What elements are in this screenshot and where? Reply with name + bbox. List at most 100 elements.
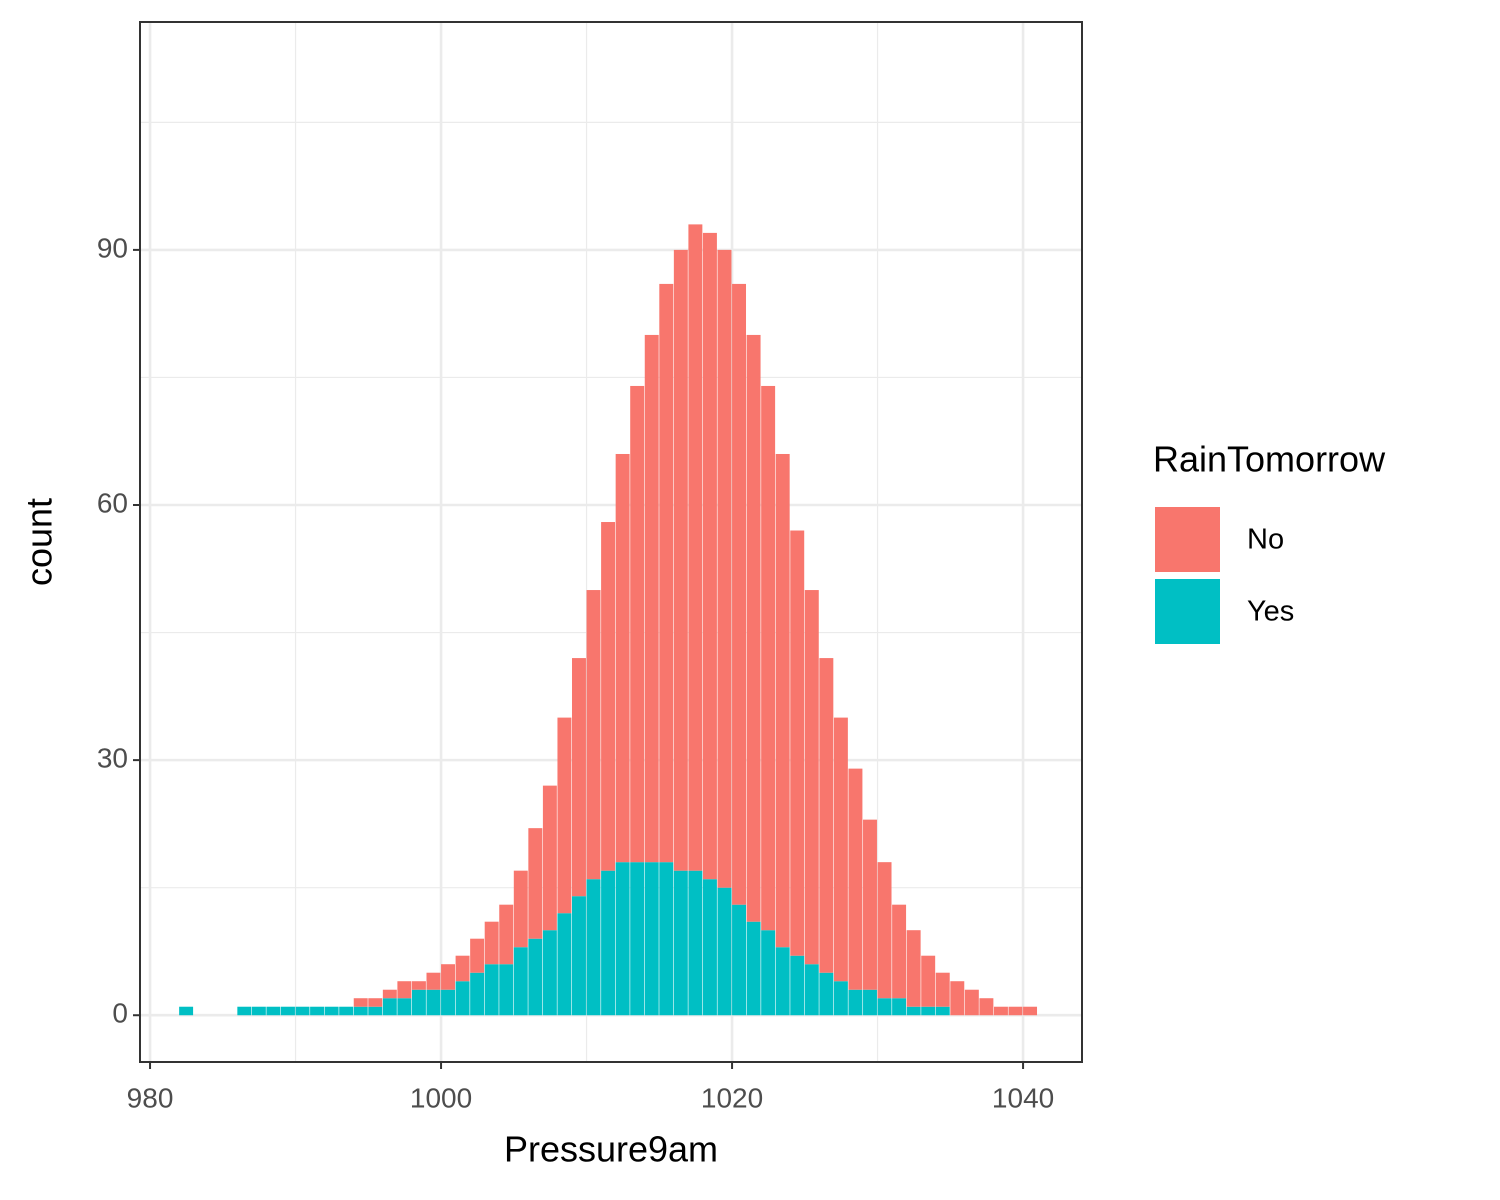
bar xyxy=(470,938,485,973)
bar xyxy=(833,981,848,1016)
bar xyxy=(397,981,412,999)
bar xyxy=(586,879,601,1016)
x-axis-title: Pressure9am xyxy=(504,1129,718,1170)
bar xyxy=(644,334,659,863)
bar xyxy=(484,921,499,965)
bar xyxy=(761,385,776,931)
bar xyxy=(426,989,441,1016)
y-tick-label: 60 xyxy=(97,487,128,518)
bar xyxy=(441,964,456,990)
bar xyxy=(470,972,485,1016)
bar xyxy=(324,1006,339,1016)
bar xyxy=(688,224,703,871)
legend-title: RainTomorrow xyxy=(1153,439,1386,480)
bar xyxy=(877,998,892,1016)
legend-key xyxy=(1155,579,1220,644)
x-tick-label: 1040 xyxy=(992,1082,1054,1113)
bar xyxy=(732,283,747,905)
bar xyxy=(484,964,499,1016)
bar xyxy=(863,989,877,1016)
bar xyxy=(717,249,732,888)
panel-border xyxy=(139,21,1083,1063)
bar xyxy=(848,989,863,1016)
bar xyxy=(353,1006,368,1016)
bar xyxy=(732,904,747,1016)
bar xyxy=(382,998,397,1016)
bar xyxy=(790,530,805,956)
bar xyxy=(804,590,819,965)
bar xyxy=(979,998,994,1016)
y-axis-title: count xyxy=(19,498,60,586)
bar xyxy=(717,887,732,1016)
y-tick-label: 0 xyxy=(112,998,128,1029)
bar xyxy=(659,283,674,863)
bar xyxy=(935,1006,950,1016)
bar xyxy=(397,998,412,1016)
bar xyxy=(761,930,776,1016)
bar xyxy=(702,232,717,880)
bar xyxy=(513,870,528,948)
bar xyxy=(746,921,761,1016)
bar xyxy=(426,972,441,990)
bar xyxy=(688,870,703,1016)
y-tick-label: 90 xyxy=(97,232,128,263)
bar xyxy=(528,828,543,939)
bar xyxy=(411,981,426,990)
bar xyxy=(935,972,950,1007)
bar xyxy=(339,1006,354,1016)
bar xyxy=(775,947,790,1016)
bar xyxy=(368,1006,383,1016)
bar xyxy=(601,870,616,1016)
bar xyxy=(950,981,965,1016)
bar xyxy=(455,955,470,982)
bar xyxy=(790,955,805,1016)
bar xyxy=(804,964,819,1016)
bar xyxy=(993,1006,1008,1016)
bar xyxy=(964,989,979,1016)
x-tick-label: 1020 xyxy=(701,1082,763,1113)
bar xyxy=(863,819,877,990)
bar xyxy=(819,658,834,973)
bar xyxy=(833,717,848,982)
y-tick-label: 30 xyxy=(97,743,128,774)
bar xyxy=(892,998,907,1016)
bar xyxy=(528,938,543,1016)
bar xyxy=(499,964,514,1016)
legend-key xyxy=(1155,507,1220,572)
bar xyxy=(644,862,659,1016)
bar xyxy=(848,768,863,990)
bar xyxy=(659,862,674,1016)
bar xyxy=(179,1006,194,1016)
bar xyxy=(455,981,470,1016)
bar xyxy=(237,1006,252,1016)
bar xyxy=(1008,1006,1023,1016)
legend: No Yes xyxy=(1155,507,1294,644)
bar xyxy=(368,998,383,1007)
bars xyxy=(179,224,1038,1016)
bar xyxy=(892,904,907,999)
bar xyxy=(921,1006,936,1016)
bar xyxy=(572,658,586,897)
bar xyxy=(702,879,717,1016)
x-tick-label: 1000 xyxy=(410,1082,472,1113)
bar xyxy=(266,1006,281,1016)
bar xyxy=(411,989,426,1016)
bar xyxy=(877,862,892,999)
bar xyxy=(906,1006,921,1016)
bar xyxy=(295,1006,310,1016)
bar xyxy=(572,896,586,1016)
bar xyxy=(746,334,761,922)
bar xyxy=(557,717,572,914)
bar xyxy=(673,870,688,1016)
bar xyxy=(673,249,688,871)
bar xyxy=(630,862,645,1016)
bar xyxy=(819,972,834,1016)
bar xyxy=(601,522,616,871)
bar xyxy=(542,930,557,1016)
bar xyxy=(921,955,936,1007)
bar xyxy=(251,1006,266,1016)
bar xyxy=(441,989,456,1016)
legend-label: No xyxy=(1247,524,1284,556)
bar xyxy=(542,785,557,931)
